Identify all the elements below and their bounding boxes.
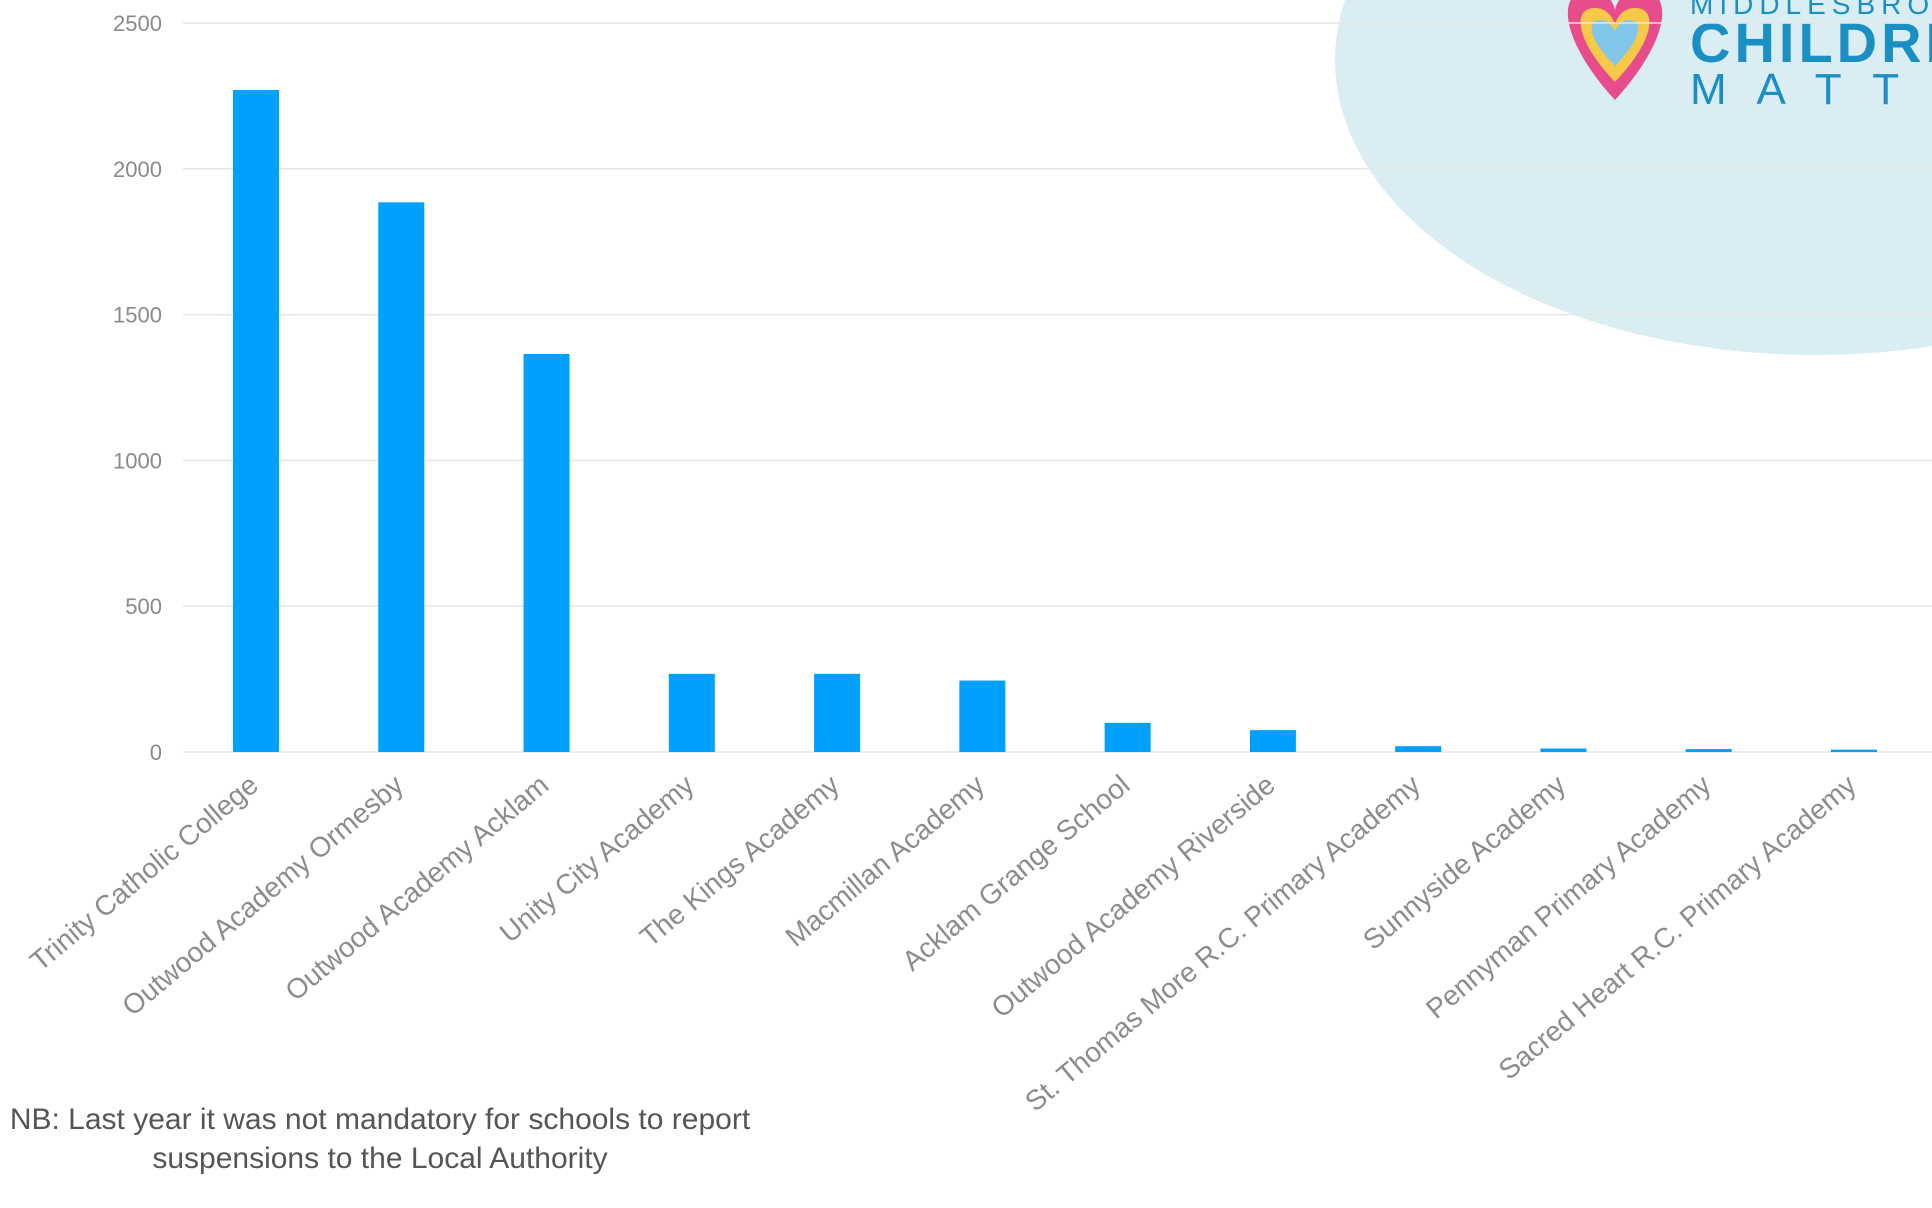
bar (1540, 748, 1587, 752)
bar (814, 673, 861, 752)
middlesbrough-children-matter-logo: MIDDLESBROU CHILDRE M A T T E (1567, 0, 1932, 114)
bar (959, 680, 1006, 752)
x-tick-label: Outwood Academy Ormesby (116, 769, 409, 1022)
bar (1685, 749, 1732, 752)
footnote-line-2: suspensions to the Local Authority (152, 1142, 608, 1175)
footnote: NB: Last year it was not mandatory for s… (0, 1100, 780, 1178)
bar (1249, 730, 1296, 752)
x-tick-label: Outwood Academy Riverside (985, 769, 1280, 1024)
y-tick-label: 2500 (113, 11, 162, 36)
gridlines (183, 22, 1932, 753)
bars (233, 90, 1877, 753)
bar (523, 353, 570, 752)
heart-core-icon (1591, 20, 1639, 66)
logo-background-blob (1335, 0, 1932, 355)
y-tick-label: 1000 (113, 448, 162, 473)
logo-line-3: M A T T E (1690, 65, 1932, 114)
y-axis-ticks: 0 500 1000 1500 2000 2500 (113, 11, 162, 765)
bar (668, 673, 715, 752)
x-tick-label: Outwood Academy Acklam (279, 769, 554, 1007)
y-tick-label: 0 (150, 740, 162, 765)
bar (233, 90, 279, 753)
bar (1104, 722, 1151, 752)
x-tick-label: Trinity Catholic College (24, 769, 264, 977)
y-tick-label: 500 (125, 594, 162, 619)
y-tick-label: 2000 (113, 157, 162, 182)
y-tick-label: 1500 (113, 303, 162, 328)
logo-line-2: CHILDRE (1690, 11, 1932, 74)
x-tick-label: Pennyman Primary Academy (1420, 769, 1717, 1025)
bar (1831, 749, 1877, 752)
bar (378, 202, 425, 753)
footnote-line-1: NB: Last year it was not mandatory for s… (9, 1103, 751, 1136)
logo-line-1: MIDDLESBROU (1690, 0, 1932, 20)
bar (1395, 746, 1442, 752)
